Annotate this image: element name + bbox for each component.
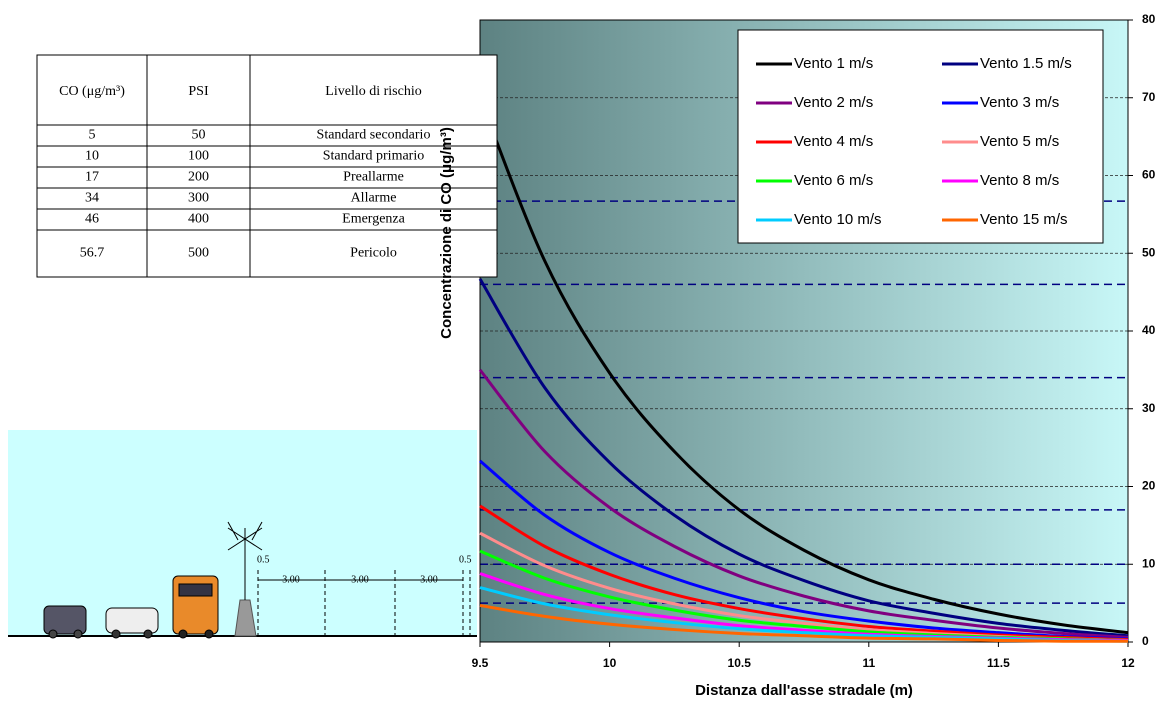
y-tick-label: 40 — [1142, 323, 1156, 337]
table-cell: 34 — [85, 191, 99, 206]
table-header: Livello di rischio — [325, 84, 421, 99]
legend-label: Vento 15 m/s — [980, 211, 1068, 228]
x-tick-label: 11 — [862, 656, 875, 670]
y-tick-label: 10 — [1142, 556, 1156, 570]
line-series — [478, 368, 1129, 639]
y-axis-title: Concentrazione di CO (μg/m³) — [438, 127, 455, 339]
table-cell: 17 — [85, 170, 99, 185]
table-cell: Preallarme — [343, 170, 404, 185]
table-frame — [36, 54, 498, 278]
x-tick-label: 10.5 — [728, 656, 752, 670]
dimension-label: 3.00 — [282, 574, 300, 585]
table-cell: Pericolo — [350, 246, 397, 261]
x-tick-label: 10 — [603, 656, 617, 670]
table-cell: Standard primario — [323, 149, 424, 164]
table-cell: 10 — [85, 149, 99, 164]
legend-label: Vento 1.5 m/s — [980, 55, 1072, 72]
y-tick-label: 80 — [1142, 12, 1156, 26]
x-tick-label: 9.5 — [472, 656, 489, 670]
legend-label: Vento 3 m/s — [980, 94, 1059, 111]
table-cell: Allarme — [351, 191, 397, 206]
table-cell: 56.7 — [80, 246, 105, 261]
table-cell: Emergenza — [342, 212, 405, 227]
line-series — [478, 278, 1129, 638]
dimension-label: 3.00 — [420, 574, 438, 585]
legend-label: Vento 5 m/s — [980, 133, 1059, 150]
table-cell: 400 — [188, 212, 209, 227]
plot-border — [479, 19, 1129, 643]
legend-box — [737, 29, 1104, 244]
table-cell: Standard secondario — [317, 128, 431, 143]
legend-label: Vento 1 m/s — [794, 55, 873, 72]
line-series — [479, 459, 1129, 641]
x-axis-title: Distanza dall'asse stradale (m) — [695, 682, 913, 699]
line-series — [478, 97, 1129, 635]
legend-label: Vento 6 m/s — [794, 172, 873, 189]
y-tick-label: 50 — [1142, 245, 1156, 259]
legend-label: Vento 10 m/s — [794, 211, 882, 228]
y-tick-label: 60 — [1142, 168, 1156, 182]
table-cell: 100 — [188, 149, 209, 164]
y-tick-label: 20 — [1142, 479, 1156, 493]
x-tick-label: 11.5 — [987, 656, 1010, 670]
legend-label: Vento 4 m/s — [794, 133, 873, 150]
legend-label: Vento 2 m/s — [794, 94, 873, 111]
table-header: PSI — [188, 84, 209, 99]
road-illustration — [8, 430, 477, 639]
table-cell: 50 — [192, 128, 206, 143]
dimension-label: 0.5 — [459, 554, 472, 565]
table-cell: 200 — [188, 170, 209, 185]
y-tick-label: 70 — [1142, 90, 1156, 104]
table-cell: 46 — [85, 212, 99, 227]
table-cell: 5 — [89, 128, 96, 143]
table-cell: 500 — [188, 246, 209, 261]
y-tick-label: 30 — [1142, 401, 1156, 415]
x-tick-label: 12 — [1121, 656, 1135, 670]
y-tick-label: 0 — [1142, 634, 1149, 648]
table-header: CO (μg/m³) — [59, 84, 125, 99]
line-series — [479, 603, 1129, 643]
table-cell: 300 — [188, 191, 209, 206]
dimension-label: 0.5 — [257, 554, 270, 565]
dimension-label: 3.00 — [351, 574, 369, 585]
legend-label: Vento 8 m/s — [980, 172, 1059, 189]
